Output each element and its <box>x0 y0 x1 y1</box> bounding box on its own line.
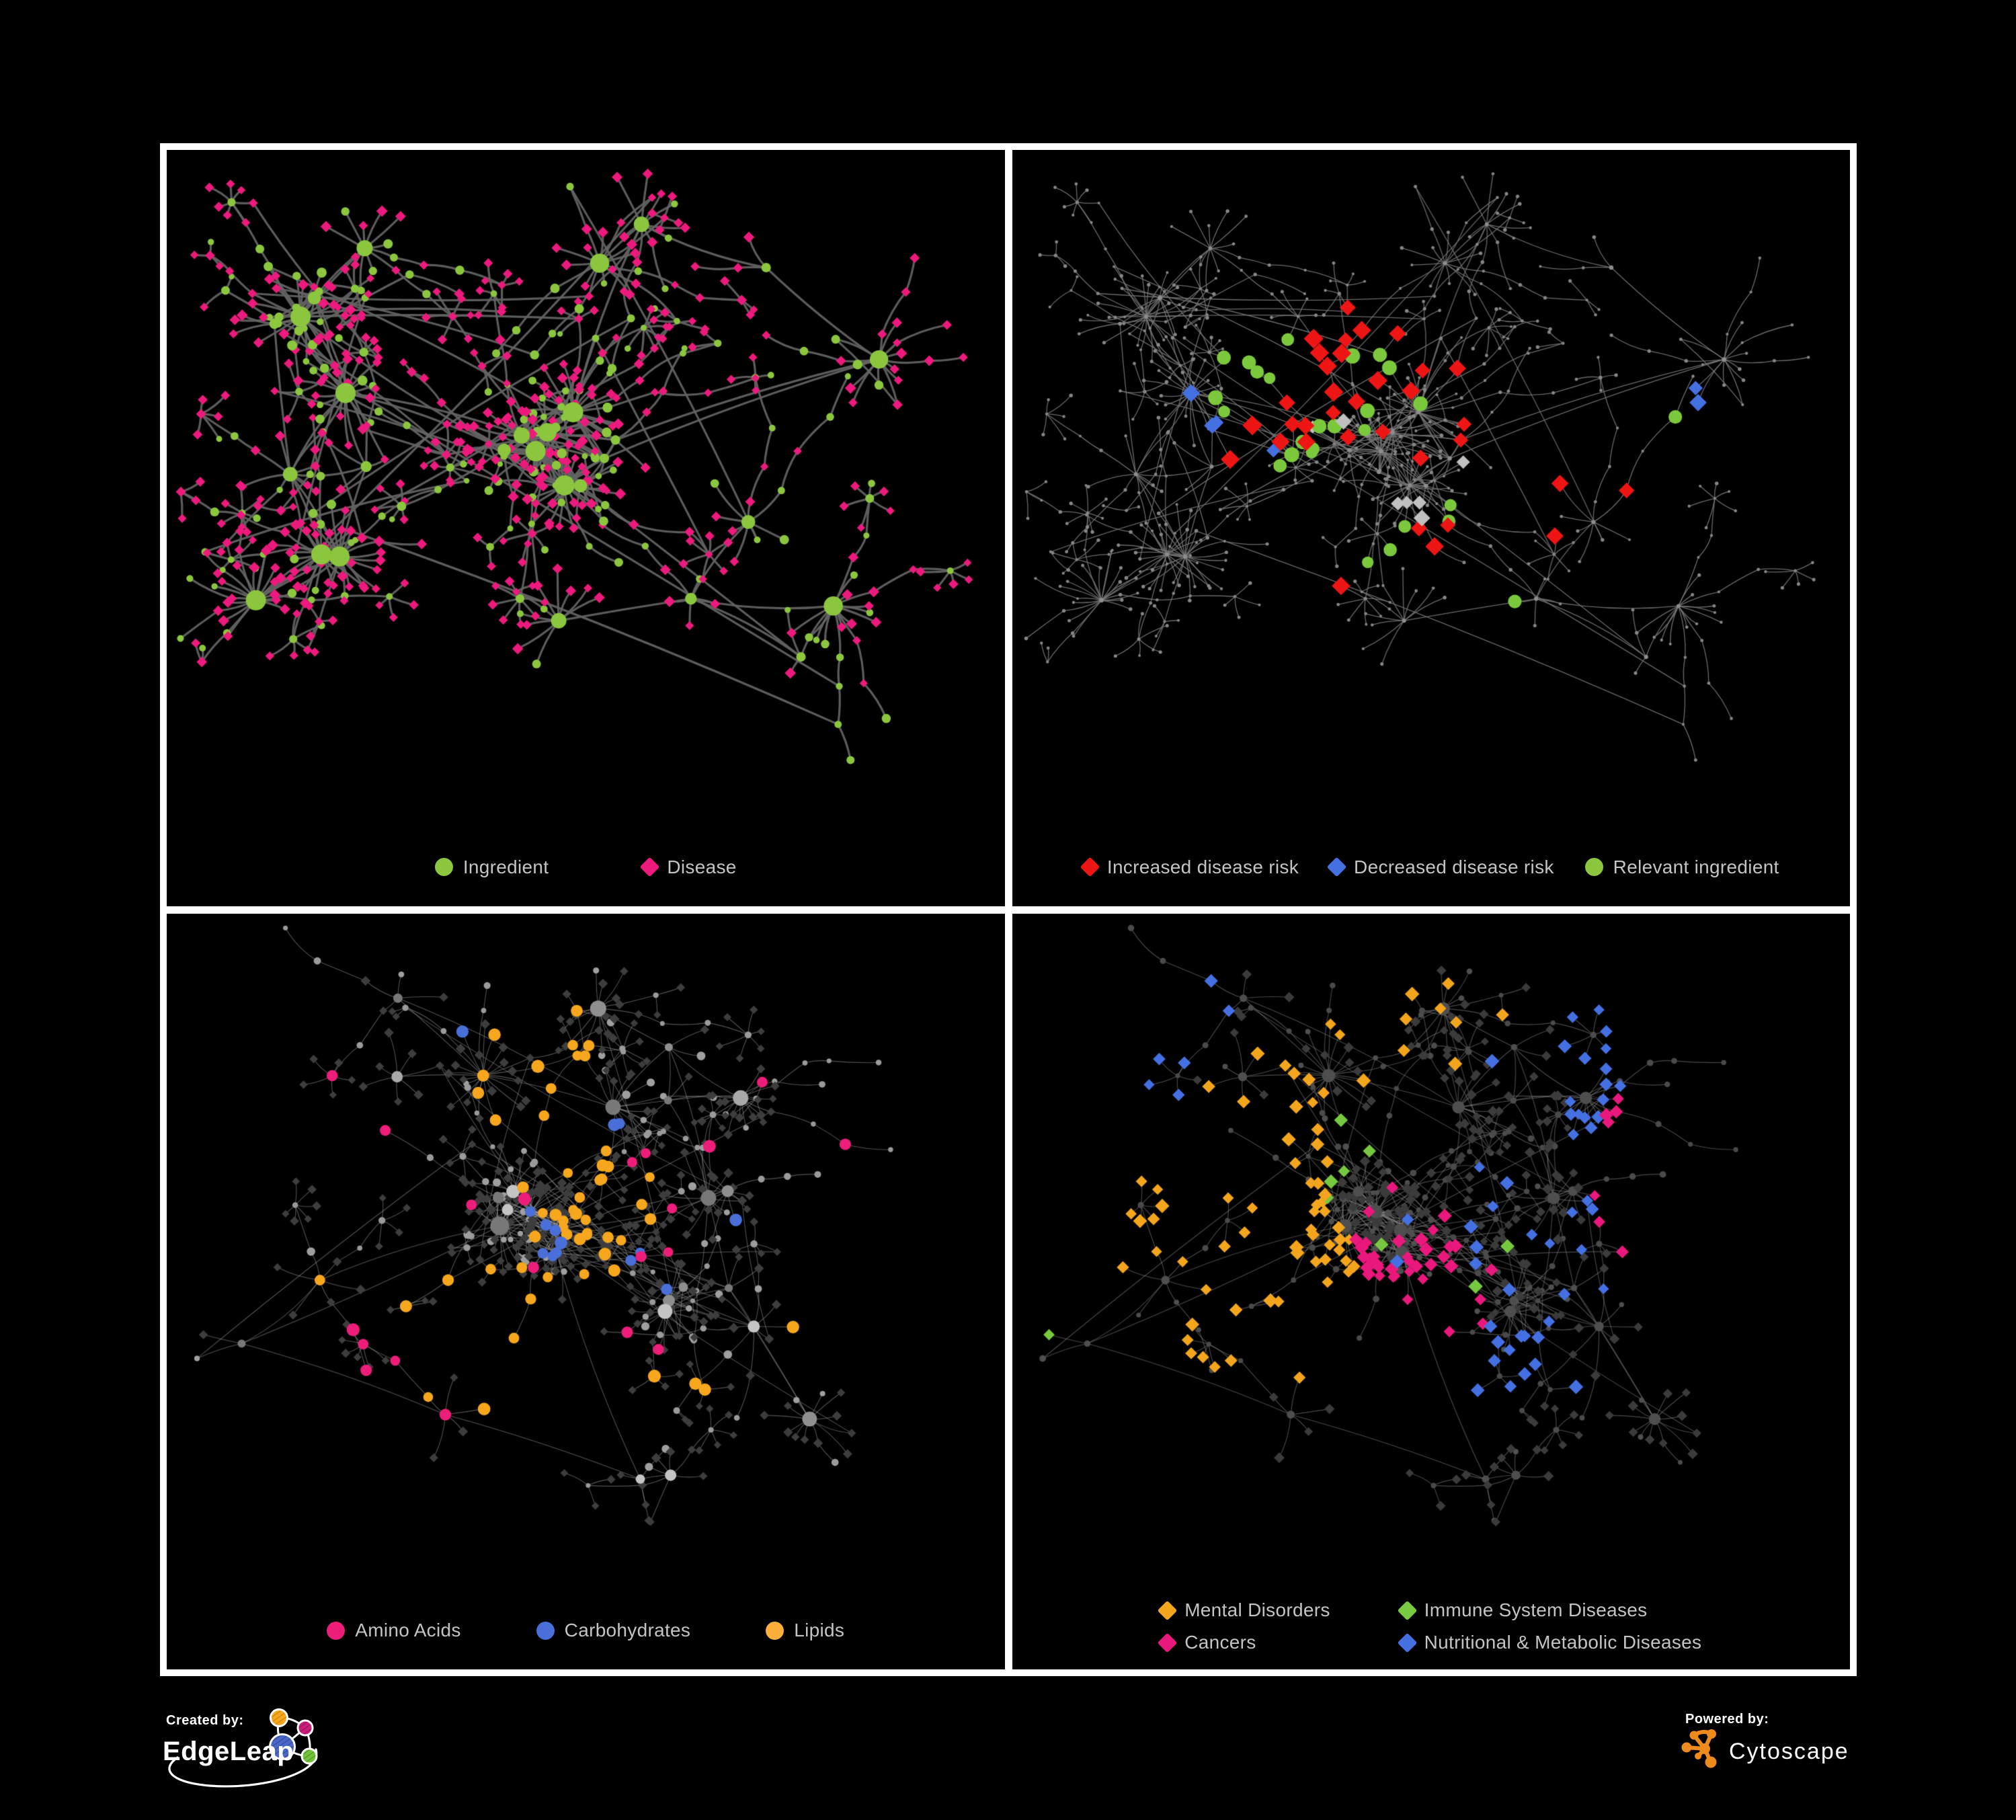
amino-acids-marker-icon <box>327 1621 346 1640</box>
mental-disorders-marker-icon <box>1157 1600 1178 1620</box>
legend-item-relevant-ingredient: Relevant ingredient <box>1584 856 1779 878</box>
ingredient-disease-network-canvas <box>167 150 1005 839</box>
cancers-marker-icon <box>1157 1632 1178 1653</box>
nutritional-metabolic-marker-icon <box>1397 1632 1417 1653</box>
edgeleap-node-blue <box>269 1733 296 1760</box>
panel-nutrient-classes: Amino Acids Carbohydrates Lipids <box>167 913 1005 1669</box>
legend-label: Relevant ingredient <box>1613 856 1779 877</box>
legend-item-increased-risk: Increased disease risk <box>1080 856 1299 878</box>
legend-label: Cancers <box>1184 1632 1256 1653</box>
legend-label: Immune System Diseases <box>1424 1599 1648 1620</box>
legend-label: Nutritional & Metabolic Diseases <box>1424 1632 1702 1653</box>
legend-item-immune-diseases: Immune System Diseases <box>1397 1599 1702 1621</box>
legend-label: Decreased disease risk <box>1354 856 1554 877</box>
edgeleap-node-pink <box>296 1719 314 1737</box>
legend-label: Lipids <box>794 1620 845 1640</box>
legend-item-cancers: Cancers <box>1157 1632 1330 1653</box>
legend-label: Increased disease risk <box>1106 856 1299 877</box>
legend-label: Mental Disorders <box>1184 1599 1330 1620</box>
legend-label: Ingredient <box>462 856 549 877</box>
increased-risk-marker-icon <box>1080 857 1100 877</box>
carbohydrates-marker-icon <box>536 1621 555 1640</box>
legend-item-disease: Disease <box>640 856 737 878</box>
legend-item-lipids: Lipids <box>766 1620 844 1641</box>
legend-item-amino-acids: Amino Acids <box>327 1620 460 1641</box>
edgeleap-brand-text: EdgeLeap <box>163 1737 294 1766</box>
panel-grid: Ingredient Disease Increased disease ris… <box>160 143 1857 1676</box>
legend-item-decreased-risk: Decreased disease risk <box>1326 856 1554 878</box>
lipids-marker-icon <box>766 1621 784 1640</box>
nutrient-class-network-canvas <box>167 913 1005 1602</box>
legend-label: Disease <box>667 856 737 877</box>
legend-disease-classes: Mental Disorders Immune System Diseases … <box>1012 1599 1851 1653</box>
legend-item-mental-disorders: Mental Disorders <box>1157 1599 1330 1621</box>
legend-item-carbohydrates: Carbohydrates <box>536 1620 691 1641</box>
edgeleap-swoosh <box>168 1748 318 1788</box>
legend-item-ingredient: Ingredient <box>434 856 549 878</box>
powered-by-label: Powered by: <box>1685 1712 1769 1727</box>
edgeleap-node-green <box>300 1747 318 1765</box>
cytoscape-brand-text: Cytoscape <box>1729 1739 1849 1764</box>
ingredient-marker-icon <box>434 858 453 876</box>
disease-class-network-canvas <box>1012 913 1850 1602</box>
created-by-label: Created by: <box>166 1713 244 1728</box>
legend-nutrient-classes: Amino Acids Carbohydrates Lipids <box>167 1620 1005 1641</box>
cytoscape-logo: Cytoscape <box>1681 1729 1849 1768</box>
edgeleap-logo: EdgeLeap <box>163 1708 318 1788</box>
decreased-risk-marker-icon <box>1326 857 1347 877</box>
legend-label: Amino Acids <box>355 1620 461 1640</box>
disease-marker-icon <box>640 857 660 877</box>
legend-item-nutritional-metabolic: Nutritional & Metabolic Diseases <box>1397 1632 1702 1653</box>
panel-disease-risk: Increased disease risk Decreased disease… <box>1012 150 1851 906</box>
immune-diseases-marker-icon <box>1397 1600 1417 1620</box>
panel-ingredient-disease: Ingredient Disease <box>167 150 1005 906</box>
legend-disease-risk: Increased disease risk Decreased disease… <box>1012 857 1851 878</box>
legend-ingredient-disease: Ingredient Disease <box>167 857 1005 878</box>
disease-risk-network-canvas <box>1012 150 1850 839</box>
legend-label: Carbohydrates <box>564 1620 691 1640</box>
edgeleap-node-orange <box>270 1708 288 1727</box>
relevant-ingredient-marker-icon <box>1584 858 1603 876</box>
cytoscape-network-icon <box>1681 1729 1717 1768</box>
panel-disease-classes: Mental Disorders Immune System Diseases … <box>1012 913 1851 1669</box>
